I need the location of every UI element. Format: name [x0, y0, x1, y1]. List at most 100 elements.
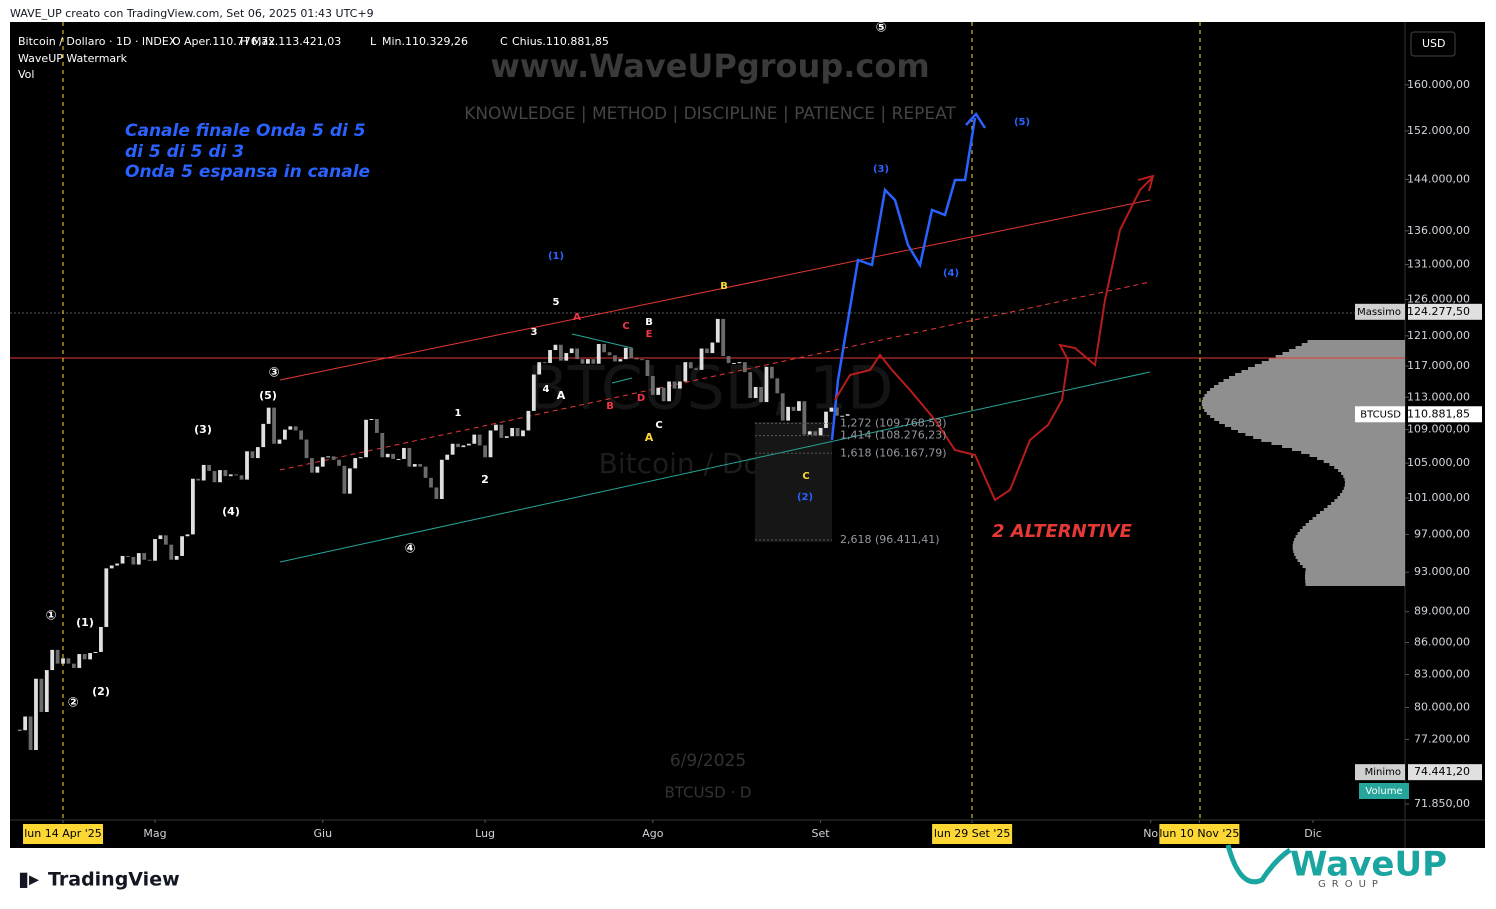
candle-body	[315, 466, 320, 473]
candle-body	[310, 458, 314, 473]
x-tick-box	[1159, 824, 1240, 844]
wave-label: A	[557, 389, 566, 402]
y-tick-label: 89.000,00	[1414, 605, 1470, 618]
y-tick-label: 83.000,00	[1414, 667, 1470, 680]
profile-bar	[1292, 448, 1405, 451]
candle-body	[28, 716, 33, 751]
profile-bar	[1344, 484, 1405, 487]
profile-bar	[1316, 514, 1405, 517]
candle-body	[201, 464, 206, 481]
candle-body	[158, 535, 163, 540]
candle-body	[721, 318, 726, 357]
price-tag	[1408, 764, 1482, 781]
wave-label: B	[645, 317, 653, 328]
candle-body	[104, 568, 109, 627]
candle-body	[445, 454, 450, 460]
profile-bar	[1214, 418, 1405, 421]
ohlc-key: C	[500, 35, 508, 48]
candle-body	[55, 649, 60, 664]
candle-body	[99, 626, 103, 652]
wave-label: ④	[404, 542, 415, 557]
currency[interactable]: USD	[1422, 37, 1446, 50]
candle-body	[174, 555, 179, 560]
profile-bar	[1302, 526, 1405, 529]
candle-body	[429, 477, 433, 488]
candle-body	[764, 366, 769, 403]
wave-label: Onda 5 espansa in canale	[125, 162, 370, 182]
wave-label: E	[646, 329, 653, 340]
indicator: Vol	[18, 68, 34, 81]
candle-body	[813, 431, 818, 436]
candle-body	[521, 430, 525, 437]
triangle-line	[571, 333, 633, 349]
candle-body	[50, 649, 55, 671]
candle-body	[347, 468, 352, 494]
candle-body	[293, 426, 298, 431]
ohlc-value: Min.110.329,26	[382, 35, 468, 48]
candle-body	[239, 475, 244, 480]
candle-body	[412, 464, 417, 467]
candle-body	[656, 387, 661, 395]
candle-body	[715, 318, 720, 343]
candle-body	[683, 362, 688, 382]
candle-body	[282, 429, 287, 440]
candle-body	[396, 458, 401, 460]
y-tick-label: 71.850,00	[1414, 797, 1470, 810]
candle-body	[115, 563, 120, 566]
y-tick-label: 136.000,00	[1407, 224, 1470, 237]
wave-label: (3)	[194, 423, 212, 436]
wave-label: 5	[553, 297, 560, 308]
candle-body	[548, 350, 552, 363]
wave-label: (2)	[92, 685, 110, 698]
candles	[17, 318, 850, 751]
profile-bar	[1261, 361, 1405, 364]
profile-bar	[1295, 535, 1405, 538]
candle-body	[66, 658, 71, 664]
candle-body	[456, 443, 460, 448]
candle-body	[645, 359, 650, 377]
candle-body	[791, 406, 796, 411]
profile-bar	[1295, 346, 1405, 349]
x-tick-label: lun 14 Apr '25	[24, 827, 102, 840]
candle-body	[461, 445, 466, 448]
price-tag-name: BTCUSD	[1360, 409, 1401, 420]
candle-body	[742, 362, 747, 373]
profile-bar	[1218, 382, 1405, 385]
y-tick-label: 121.000,00	[1407, 329, 1470, 342]
profile-bar	[1294, 538, 1405, 541]
price-tag-value: 74.441,20	[1414, 765, 1470, 778]
profile-bar	[1248, 367, 1405, 370]
candle-body	[277, 439, 282, 444]
y-tick-label: 109.000,00	[1407, 423, 1470, 436]
candle-body	[623, 347, 628, 360]
wave-label: ③	[268, 366, 279, 381]
candle-body	[358, 457, 363, 459]
candle-body	[196, 478, 201, 481]
channel-upper	[279, 199, 1151, 381]
profile-bar	[1305, 583, 1405, 586]
profile-bar	[1253, 436, 1405, 439]
wave-label: 1	[455, 408, 462, 419]
profile-bar	[1201, 403, 1405, 406]
candle-body	[180, 536, 184, 556]
wave-label: (5)	[1014, 117, 1030, 128]
candle-body	[672, 381, 677, 389]
candle-body	[824, 411, 828, 428]
candle-body	[488, 430, 493, 458]
profile-bar	[1235, 373, 1405, 376]
wave-label: Canale finale Onda 5 di 5	[125, 121, 366, 141]
x-tick-label: Lug	[475, 827, 495, 840]
wave-label: C	[802, 471, 809, 482]
candle-body	[418, 464, 423, 467]
candle-body	[169, 544, 174, 560]
candle-body	[688, 362, 693, 369]
candle-body	[699, 348, 704, 370]
currency-button[interactable]	[1410, 31, 1456, 57]
profile-bar	[1337, 496, 1405, 499]
candle-body	[575, 348, 579, 360]
x-tick-label: Set	[812, 827, 831, 840]
profile-bar	[1305, 523, 1405, 526]
wave-label: C	[622, 321, 629, 332]
